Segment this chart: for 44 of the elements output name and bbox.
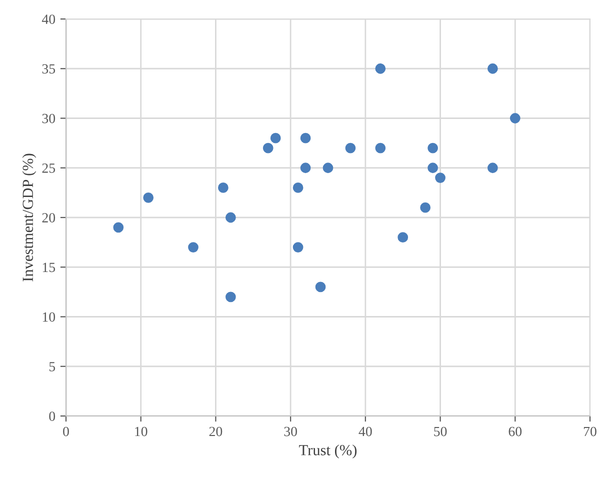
y-tick-label: 40 [42,14,56,24]
point [487,63,498,74]
y-tick-label: 25 [42,163,56,173]
point [322,162,334,174]
point [292,182,304,193]
point [487,162,498,174]
point [292,242,304,252]
y-tick-label: 30 [42,114,56,124]
point [188,242,198,252]
x-tick-label: 60 [508,426,522,436]
point [270,132,281,144]
x-tick-label: 50 [434,426,447,436]
point [345,142,356,154]
point [113,222,124,233]
point [428,142,438,154]
y-tick-label: 10 [42,312,56,322]
point [225,292,236,302]
x-tick-label: 10 [135,426,148,436]
point [225,212,236,223]
x-tick-label: 20 [209,426,222,436]
y-tick-label: 5 [49,362,56,372]
y-tick-label: 20 [42,213,56,222]
point [435,172,446,183]
point [510,113,520,124]
point [218,182,228,193]
point [428,162,438,174]
y-axis-title: Investment/GDP (%) [22,154,36,282]
point [398,232,408,243]
point [375,63,386,74]
x-tick-label: 0 [63,426,69,436]
point [420,202,431,213]
x-axis-title: Trust (%) [299,444,357,458]
x-tick-label: 40 [358,426,372,436]
point [262,142,274,154]
y-tick-label: 35 [42,64,56,74]
y-tick-label: 15 [42,262,56,272]
point [315,282,326,292]
point [143,192,154,203]
point [375,142,386,154]
y-tick-label: 0 [49,412,56,421]
x-tick-label: 70 [584,426,596,436]
point [300,132,311,144]
point [300,162,311,174]
x-tick-label: 30 [284,426,297,436]
